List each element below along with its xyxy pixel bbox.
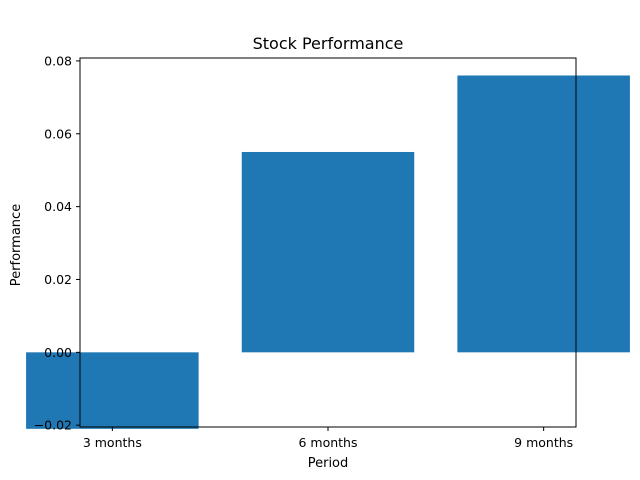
plot-frame xyxy=(79,57,577,428)
y-tick-label: 0.00 xyxy=(44,345,72,360)
y-tick-label: −0.02 xyxy=(34,418,72,433)
x-axis-label: Period xyxy=(308,456,349,471)
bar-3-months xyxy=(26,352,199,429)
bar-9-months xyxy=(457,75,630,353)
y-tick-label: 0.04 xyxy=(44,199,72,214)
y-axis-label: Performance xyxy=(9,204,24,286)
y-tick-label: 0.02 xyxy=(44,272,72,287)
chart-title: Stock Performance xyxy=(253,34,404,53)
x-tick-label: 3 months xyxy=(83,435,142,450)
y-tick-label: 0.08 xyxy=(44,53,72,68)
bar-6-months xyxy=(241,151,415,353)
ticks-layer: −0.02 0.00 0.02 0.04 0.06 0.08 3 months 6 month… xyxy=(34,53,573,450)
x-tick-label: 9 months xyxy=(514,435,573,450)
x-tick-label: 6 months xyxy=(298,435,357,450)
bars-layer xyxy=(26,75,630,429)
y-tick-label: 0.06 xyxy=(44,126,72,141)
